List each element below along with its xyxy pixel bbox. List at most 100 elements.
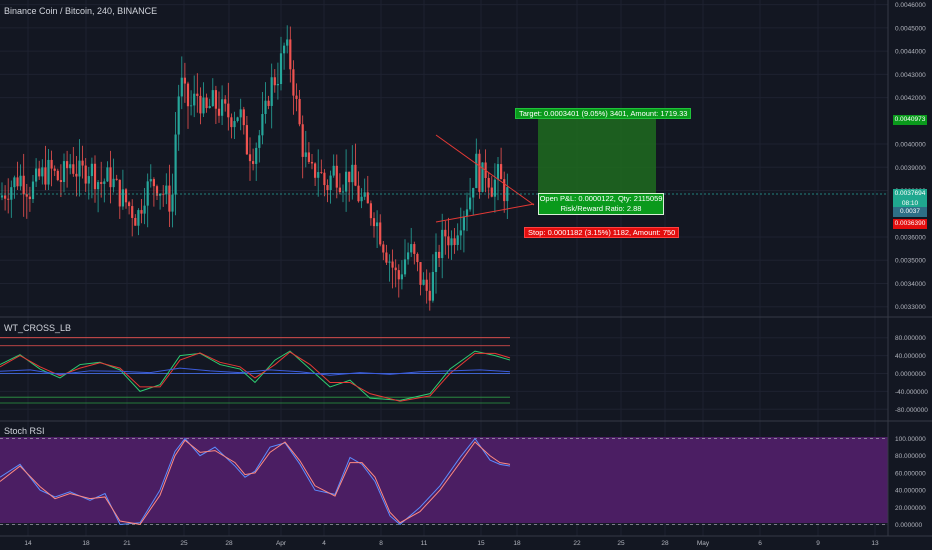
price-tick-label: 0.0035000 xyxy=(895,258,926,265)
candle-body xyxy=(227,103,230,118)
candle-body xyxy=(270,77,273,106)
candle-body xyxy=(351,164,354,183)
candle-body xyxy=(230,117,233,128)
time-tick-label: 13 xyxy=(871,540,879,547)
candle-body xyxy=(134,217,137,226)
candle-body xyxy=(264,100,267,115)
stoch-tick-label: 80.000000 xyxy=(895,453,926,460)
candle-body xyxy=(438,251,441,259)
candle-body xyxy=(202,97,205,114)
candle-body xyxy=(478,153,481,192)
candle-body xyxy=(292,69,295,96)
candle-body xyxy=(38,168,41,177)
time-tick-label: 28 xyxy=(661,540,669,547)
candle-body xyxy=(397,270,400,280)
open-pnl-box[interactable]: Open P&L: 0.0000122, Qty: 2115059 Risk/R… xyxy=(538,193,664,215)
candle-body xyxy=(503,179,506,202)
candle-body xyxy=(75,173,78,177)
candle-body xyxy=(425,279,428,291)
candle-body xyxy=(208,106,211,109)
candle-body xyxy=(66,161,69,169)
candle-body xyxy=(348,171,351,183)
time-tick-label: 11 xyxy=(421,540,428,547)
candle-body xyxy=(180,77,183,97)
candle-body xyxy=(450,238,453,246)
candle-body xyxy=(248,154,252,162)
candle-body xyxy=(205,97,208,109)
candle-body xyxy=(50,159,53,169)
candle-body xyxy=(360,196,363,202)
candle-body xyxy=(462,216,465,231)
candle-body xyxy=(267,100,270,106)
candle-body xyxy=(422,279,425,285)
target-label[interactable]: Target: 0.0003401 (9.05%) 3401, Amount: … xyxy=(515,108,692,119)
candle-body xyxy=(4,195,7,199)
candle-body xyxy=(506,187,509,202)
candle-body xyxy=(69,164,72,169)
candle-body xyxy=(124,189,128,203)
candle-body xyxy=(159,193,162,196)
time-tick-label: 18 xyxy=(513,540,521,547)
candle-body xyxy=(245,125,248,155)
candle-body xyxy=(97,182,100,190)
candle-body xyxy=(22,175,25,195)
stoch-tick-label: 100.00000 xyxy=(895,436,926,443)
time-tick-label: Apr xyxy=(276,540,287,547)
candle-body xyxy=(13,177,16,188)
candle-body xyxy=(416,253,419,263)
candle-body xyxy=(283,45,286,54)
price-tick-label: 0.0044000 xyxy=(895,49,926,56)
candle-body xyxy=(31,181,35,200)
candle-body xyxy=(289,39,292,70)
candle-body xyxy=(224,99,227,104)
candle-body xyxy=(137,210,140,226)
candle-body xyxy=(369,203,372,219)
time-axis: 14 18 21 25 28 Apr 4 8 11 15 18 22 25 28 May 6 9 13 xyxy=(24,540,879,547)
candle-body xyxy=(329,175,332,191)
candle-body xyxy=(345,171,348,192)
candle-body xyxy=(357,185,360,202)
stop-label[interactable]: Stop: 0.0001182 (3.15%) 1182, Amount: 75… xyxy=(524,227,680,238)
wt-tick-label: -40.000000 xyxy=(895,389,928,396)
risk-reward-line: Risk/Reward Ratio: 2.88 xyxy=(560,203,642,213)
candle-body xyxy=(162,193,165,195)
candle-body xyxy=(0,195,4,198)
candle-body xyxy=(214,90,217,109)
triangle-upper-line xyxy=(435,134,535,206)
candle-body xyxy=(469,197,472,210)
candle-body xyxy=(298,98,301,125)
candle-body xyxy=(490,187,493,197)
candle-body xyxy=(221,99,224,116)
candle-body xyxy=(320,172,323,173)
candle-body xyxy=(456,235,459,245)
time-tick-label: 15 xyxy=(477,540,485,547)
candle-body xyxy=(255,147,258,164)
open-pnl-line: Open P&L: 0.0000122, Qty: 2115059 xyxy=(539,194,663,203)
candle-body xyxy=(323,172,326,186)
candle-body xyxy=(199,95,202,114)
candle-body xyxy=(335,165,338,188)
candle-body xyxy=(338,187,341,193)
candle-body xyxy=(261,114,264,136)
candle-body xyxy=(279,53,283,84)
candle-body xyxy=(115,178,118,180)
candle-body xyxy=(434,251,438,272)
candle-body xyxy=(372,218,376,227)
candle-body xyxy=(81,160,84,166)
candle-body xyxy=(44,167,47,185)
candle-body xyxy=(19,175,22,187)
candle-body xyxy=(258,135,261,148)
price-tick-label: 0.0036000 xyxy=(895,235,926,242)
current-price-tag: 0.0037694 xyxy=(893,189,927,199)
candle-body xyxy=(146,181,149,206)
candle-body xyxy=(382,244,385,253)
candle-body xyxy=(354,164,357,186)
wt-indicator-title: WT_CROSS_LB xyxy=(4,323,72,333)
candle-body xyxy=(84,165,87,184)
candle-body xyxy=(35,168,38,182)
wt-tick-label: 40.000000 xyxy=(895,353,926,360)
wt-cross-pane xyxy=(0,337,511,404)
candle-body xyxy=(53,168,56,171)
candle-body xyxy=(25,194,28,197)
